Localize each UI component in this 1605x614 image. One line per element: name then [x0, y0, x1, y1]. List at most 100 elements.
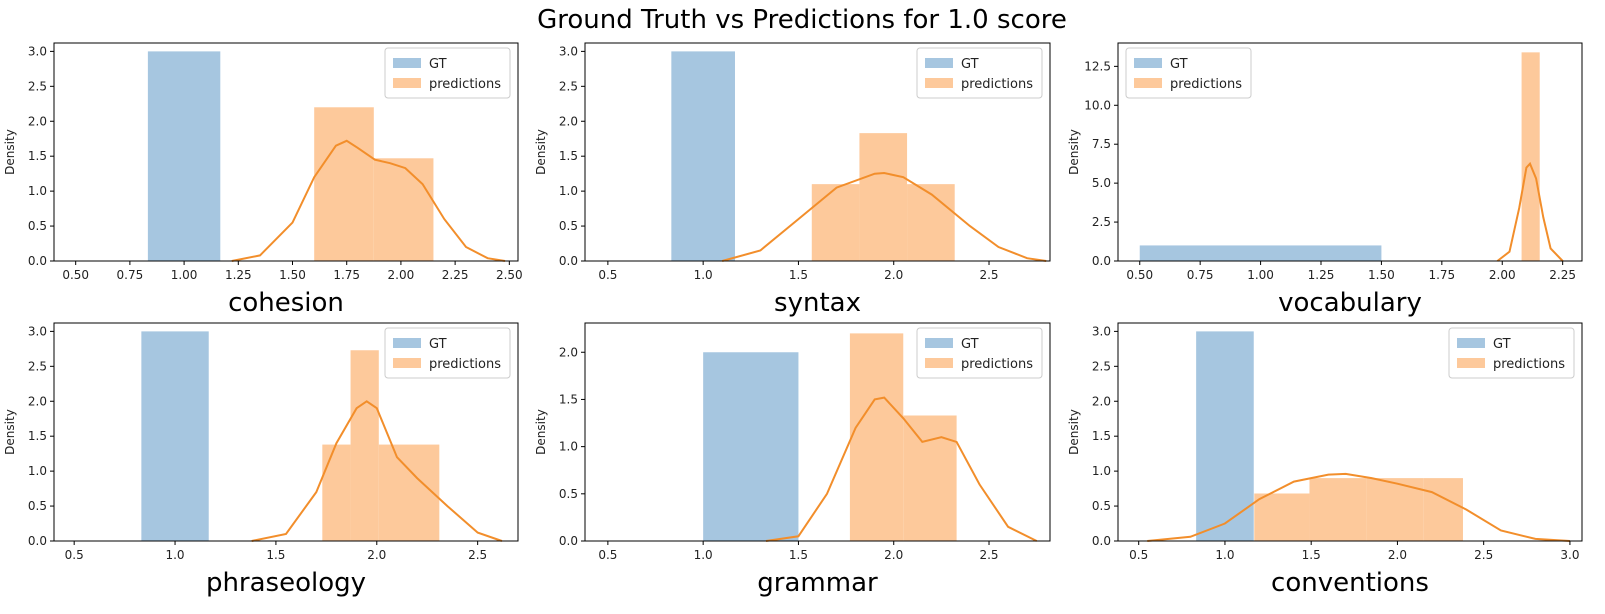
x-tick-label: 1.5 — [266, 548, 285, 562]
gt-bar-0 — [141, 331, 209, 541]
x-tick-label: 2.0 — [367, 548, 386, 562]
y-tick-label: 0.0 — [559, 534, 578, 548]
y-tick-label: 12.5 — [1084, 59, 1111, 73]
x-tick-label: 0.75 — [1187, 268, 1214, 282]
subplot-grammar: 0.5 1.0 1.5 2.0 2.5 0.0 0.5 1.0 1.5 2.0 Density gra… — [534, 322, 1051, 598]
y-axis-label: Density — [534, 129, 548, 175]
axes-frame — [53, 42, 519, 262]
y-axis-label: Density — [534, 409, 548, 455]
x-tick-label: 1.50 — [1368, 268, 1395, 282]
x-tick-label: 1.00 — [171, 268, 198, 282]
legend: GT predictions — [1125, 47, 1252, 99]
x-tick-label: 2.5 — [979, 548, 998, 562]
legend-swatch — [925, 58, 953, 68]
axes-frame — [1117, 42, 1583, 262]
prediction-bar-1 — [1309, 478, 1367, 541]
y-tick-label: 2.5 — [559, 79, 578, 93]
gt-bar-0 — [703, 352, 799, 541]
prediction-bar-1 — [903, 415, 957, 541]
y-tick-label: 0.0 — [1092, 534, 1111, 548]
y-tick-label: 1.0 — [28, 464, 47, 478]
legend: GT predictions — [384, 47, 511, 99]
y-tick-label: 2.0 — [1092, 394, 1111, 408]
y-tick-label: 2.5 — [28, 79, 47, 93]
x-tick-label: 0.5 — [65, 548, 84, 562]
y-tick-label: 0.0 — [559, 254, 578, 268]
y-tick-label: 2.0 — [28, 114, 47, 128]
x-tick-label: 1.0 — [694, 548, 713, 562]
figure-title: Ground Truth vs Predictions for 1.0 scor… — [537, 5, 1067, 35]
y-tick-label: 2.5 — [1092, 215, 1111, 229]
y-tick-label: 1.0 — [559, 440, 578, 454]
legend-label: GT — [1493, 337, 1511, 352]
prediction-bar-2 — [907, 184, 955, 261]
y-tick-label: 0.5 — [559, 487, 578, 501]
x-tick-label: 2.25 — [1549, 268, 1576, 282]
gt-bar-0 — [671, 51, 735, 262]
y-tick-label: 0.5 — [559, 219, 578, 233]
y-tick-label: 0.0 — [1092, 254, 1111, 268]
subplot-cohesion: 0.50 0.75 1.00 1.25 1.50 1.75 2.00 2.25 2.50 0.0 0… — [3, 42, 523, 318]
legend-label: predictions — [961, 357, 1033, 372]
y-tick-label: 10.0 — [1084, 98, 1111, 112]
legend-swatch — [1134, 78, 1162, 88]
prediction-kde-line — [1496, 161, 1564, 262]
y-tick-label: 5.0 — [1092, 176, 1111, 190]
x-tick-label: 2.50 — [496, 268, 523, 282]
y-tick-label: 0.0 — [28, 254, 47, 268]
prediction-bar-2 — [378, 444, 440, 541]
x-tick-label: 2.5 — [468, 548, 487, 562]
x-tick-label: 1.5 — [789, 548, 808, 562]
legend-label: GT — [1170, 57, 1188, 72]
legend: GT predictions — [384, 327, 511, 379]
x-tick-label: 2.00 — [388, 268, 415, 282]
y-tick-label: 1.5 — [559, 392, 578, 406]
y-tick-label: 3.0 — [1092, 324, 1111, 338]
subplot-conventions: 0.5 1.0 1.5 2.0 2.5 3.0 0.0 0.5 1.0 1.5 2.0 2.5 3.0 D… — [1067, 322, 1583, 598]
x-tick-label: 0.50 — [1126, 268, 1153, 282]
legend-label: GT — [429, 337, 447, 352]
legend-label: predictions — [961, 77, 1033, 92]
x-tick-label: 1.5 — [1302, 548, 1321, 562]
prediction-kde-line — [1147, 472, 1570, 542]
y-tick-label: 1.5 — [28, 149, 47, 163]
y-tick-label: 1.5 — [1092, 429, 1111, 443]
y-axis-label: Density — [3, 409, 17, 455]
y-tick-label: 7.5 — [1092, 137, 1111, 151]
axes-frame — [53, 322, 519, 542]
legend-swatch — [393, 338, 421, 348]
y-tick-label: 0.5 — [28, 499, 47, 513]
gt-bar-0 — [1139, 245, 1382, 261]
y-tick-label: 2.0 — [559, 114, 578, 128]
y-axis-label: Density — [1067, 409, 1081, 455]
legend-label: GT — [961, 57, 979, 72]
y-tick-label: 1.5 — [559, 149, 578, 163]
legend-swatch — [925, 338, 953, 348]
legend-label: predictions — [1170, 77, 1242, 92]
legend-label: GT — [961, 337, 979, 352]
x-tick-label: 1.75 — [333, 268, 360, 282]
x-tick-label: 0.5 — [598, 548, 617, 562]
x-tick-label: 2.00 — [1489, 268, 1516, 282]
prediction-kde-line — [251, 400, 503, 542]
x-tick-label: 1.75 — [1428, 268, 1455, 282]
x-tick-label: 2.5 — [979, 268, 998, 282]
y-tick-label: 1.5 — [28, 429, 47, 443]
y-tick-label: 1.0 — [28, 184, 47, 198]
subplot-phraseology: 0.5 1.0 1.5 2.0 2.5 0.0 0.5 1.0 1.5 2.0 2.5 3.0 Dens… — [3, 322, 519, 598]
legend-swatch — [1134, 58, 1162, 68]
x-axis-label: vocabulary — [1278, 288, 1422, 318]
prediction-kde-line — [721, 171, 1047, 262]
prediction-bar-0 — [1254, 493, 1310, 541]
y-tick-label: 3.0 — [559, 44, 578, 58]
x-tick-label: 0.5 — [598, 268, 617, 282]
x-axis-label: grammar — [757, 568, 878, 598]
y-tick-label: 0.5 — [28, 219, 47, 233]
legend-swatch — [1457, 358, 1485, 368]
y-tick-label: 0.0 — [28, 534, 47, 548]
y-tick-label: 2.5 — [1092, 359, 1111, 373]
prediction-bar-0 — [811, 184, 860, 261]
x-axis-label: phraseology — [206, 568, 366, 598]
axes-frame — [1117, 322, 1583, 542]
y-tick-label: 0.5 — [1092, 499, 1111, 513]
